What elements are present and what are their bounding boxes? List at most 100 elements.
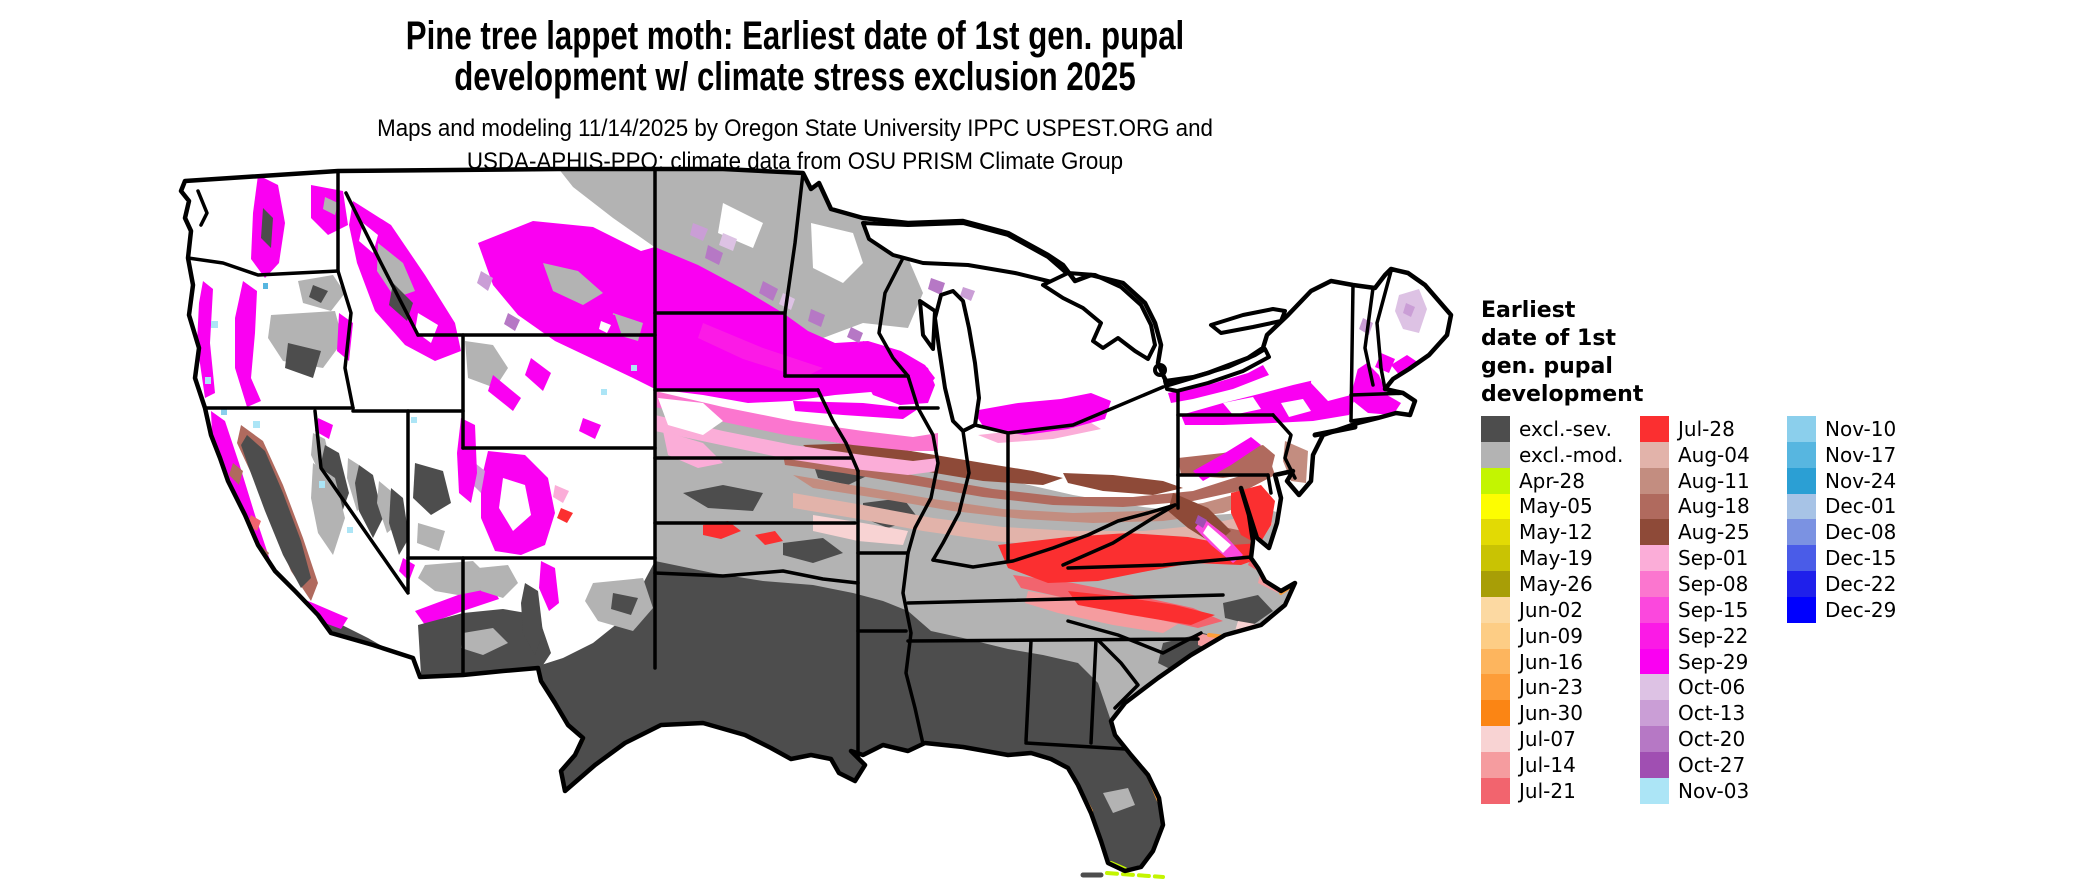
legend-swatch-apr28 — [1481, 467, 1510, 494]
legend-label-may26: May-26 — [1519, 571, 1593, 596]
legend-label-jun16: Jun-16 — [1519, 649, 1583, 674]
legend-swatch-jul21 — [1481, 777, 1510, 804]
legend-row-dec29: Dec-29 — [1787, 596, 1947, 623]
legend-label-jul07: Jul-07 — [1519, 727, 1576, 752]
region-mogollon-rim — [415, 588, 499, 625]
legend-label-nov10: Nov-10 — [1825, 416, 1897, 441]
legend-column-1: excl.-sev. excl.-mod. Apr-28 May-05 May-12 Ma… — [1481, 416, 1641, 804]
legend-row-jul07: Jul-07 — [1481, 726, 1641, 752]
map-title-line1: Pine tree lappet moth: Earliest date of … — [405, 14, 1185, 58]
region-chesapeake-red — [1231, 485, 1275, 545]
legend-swatch-dec29 — [1787, 596, 1816, 623]
legend-swatch-jul14 — [1481, 751, 1510, 778]
legend-label-oct20: Oct-20 — [1678, 727, 1746, 752]
legend-row-jun02: Jun-02 — [1481, 596, 1641, 623]
legend-row-dec01: Dec-01 — [1787, 493, 1947, 520]
legend-row-excl_mod: excl.-mod. — [1481, 441, 1641, 468]
legend-row-jul28: Jul-28 — [1640, 416, 1800, 442]
legend-label-sep08: Sep-08 — [1678, 571, 1749, 596]
legend-row-may05: May-05 — [1481, 493, 1641, 520]
legend-swatch-aug11 — [1640, 467, 1669, 494]
legend-row-jul21: Jul-21 — [1481, 777, 1641, 804]
legend-label-jun30: Jun-30 — [1519, 701, 1583, 726]
legend-swatch-jun02 — [1481, 596, 1510, 623]
legend-label-dec29: Dec-29 — [1825, 597, 1897, 622]
region-aug11-band — [793, 475, 1263, 523]
florida-keys — [1080, 871, 1165, 879]
map-title: Pine tree lappet moth: Earliest date of … — [0, 16, 1590, 98]
legend-swatch-nov17 — [1787, 441, 1816, 468]
region-central-valley — [241, 435, 311, 588]
legend-row-sep01: Sep-01 — [1640, 545, 1800, 572]
legend-swatch-oct27 — [1640, 751, 1669, 778]
legend-row-dec22: Dec-22 — [1787, 571, 1947, 597]
legend-swatch-nov24 — [1787, 467, 1816, 494]
legend-label-jul28: Jul-28 — [1678, 416, 1735, 441]
legend-label-jul14: Jul-14 — [1519, 752, 1576, 777]
legend-swatch-oct20 — [1640, 726, 1669, 752]
legend-label-nov03: Nov-03 — [1678, 778, 1750, 803]
lake-michigan — [933, 289, 981, 433]
legend-label-sep15: Sep-15 — [1678, 597, 1749, 622]
lake-ontario — [1209, 307, 1287, 335]
region-jul28-band — [998, 533, 1269, 583]
legend-label-aug25: Aug-25 — [1678, 520, 1750, 545]
legend-label-nov17: Nov-17 — [1825, 442, 1897, 467]
legend-label-dec08: Dec-08 — [1825, 520, 1897, 545]
us-map — [163, 163, 1463, 891]
legend-swatch-jun16 — [1481, 648, 1510, 675]
region-north-excl-mod — [558, 169, 923, 353]
legend-row-nov17: Nov-17 — [1787, 441, 1947, 468]
legend-label-dec15: Dec-15 — [1825, 546, 1897, 571]
legend-swatch-oct13 — [1640, 700, 1669, 727]
region-aug18-band — [783, 455, 1275, 507]
legend-row-nov24: Nov-24 — [1787, 467, 1947, 494]
legend-swatch-may12 — [1481, 519, 1510, 546]
legend-swatch-dec15 — [1787, 545, 1816, 572]
legend-swatch-sep01 — [1640, 545, 1669, 572]
legend-swatch-dec22 — [1787, 571, 1816, 597]
legend-row-jun09: Jun-09 — [1481, 622, 1641, 649]
legend-swatch-dec01 — [1787, 493, 1816, 520]
legend-swatch-jul07 — [1481, 726, 1510, 752]
legend-label-jun23: Jun-23 — [1519, 675, 1583, 700]
legend-row-aug25: Aug-25 — [1640, 519, 1800, 546]
legend-row-aug11: Aug-11 — [1640, 467, 1800, 494]
legend-row-nov03: Nov-03 — [1640, 777, 1800, 804]
legend-label-oct06: Oct-06 — [1678, 675, 1746, 700]
region-newyork — [1181, 375, 1355, 425]
legend-swatch-may05 — [1481, 493, 1510, 520]
legend-row-oct27: Oct-27 — [1640, 751, 1800, 778]
legend-label-dec01: Dec-01 — [1825, 494, 1897, 519]
legend-swatch-may19 — [1481, 545, 1510, 572]
state-borders — [181, 169, 1412, 760]
legend-label-oct13: Oct-13 — [1678, 701, 1746, 726]
legend-row-nov10: Nov-10 — [1787, 416, 1947, 442]
legend-row-may12: May-12 — [1481, 519, 1641, 546]
legend-swatch-sep29 — [1640, 648, 1669, 675]
legend-swatch-jul28 — [1640, 416, 1669, 442]
legend-row-oct13: Oct-13 — [1640, 700, 1800, 727]
legend-row-aug04: Aug-04 — [1640, 441, 1800, 468]
map-title-line2: development w/ climate stress exclusion … — [454, 55, 1136, 99]
legend-row-apr28: Apr-28 — [1481, 467, 1641, 494]
legend-column-3: Nov-10 Nov-17 Nov-24 Dec-01 Dec-08 Dec-15 Dec-… — [1787, 416, 1947, 623]
map-subtitle-line1: Maps and modeling 11/14/2025 by Oregon S… — [377, 115, 1213, 142]
legend-swatch-dec08 — [1787, 519, 1816, 546]
legend-swatch-oct06 — [1640, 674, 1669, 701]
legend-label-apr28: Apr-28 — [1519, 468, 1585, 493]
legend-row-excl_sev: excl.-sev. — [1481, 416, 1641, 442]
legend-label-aug11: Aug-11 — [1678, 468, 1750, 493]
legend-row-aug18: Aug-18 — [1640, 493, 1800, 520]
legend-label-aug18: Aug-18 — [1678, 494, 1750, 519]
legend-swatch-aug18 — [1640, 493, 1669, 520]
legend-row-may19: May-19 — [1481, 545, 1641, 572]
legend-row-sep29: Sep-29 — [1640, 648, 1800, 675]
legend-title: Earliest date of 1st gen. pupal developm… — [1481, 298, 1644, 407]
legend-swatch-excl_sev — [1481, 416, 1510, 442]
legend-label-sep22: Sep-22 — [1678, 623, 1749, 648]
legend-row-jun16: Jun-16 — [1481, 648, 1641, 675]
legend-label-jun02: Jun-02 — [1519, 597, 1583, 622]
legend-label-dec22: Dec-22 — [1825, 571, 1897, 596]
legend-swatch-jun09 — [1481, 622, 1510, 649]
